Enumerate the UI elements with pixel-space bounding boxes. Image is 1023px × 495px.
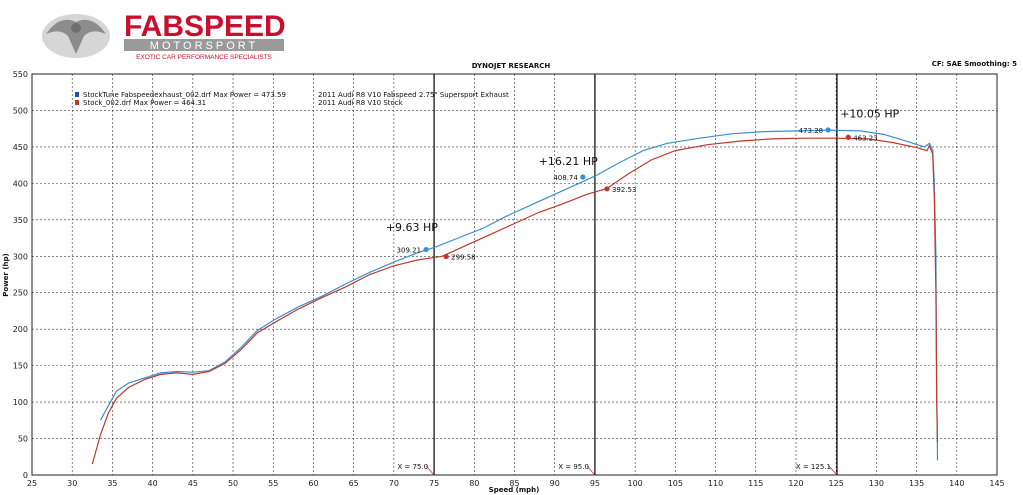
y-axis-label: Power (hp) [2, 253, 10, 296]
x-tick-label: 90 [550, 479, 560, 488]
x-tick-label: 55 [268, 479, 278, 488]
x-tick-label: 105 [668, 479, 683, 488]
x-tick-label: 25 [27, 479, 37, 488]
data-point-label: 473.28 [799, 127, 824, 135]
x-tick-label: 115 [748, 479, 763, 488]
x-tick-label: 100 [627, 479, 642, 488]
legend: StockTune Fabspeedexhaust_002.drf Max Po… [75, 91, 509, 107]
logo-sub: MOTORSPORT [150, 40, 258, 52]
x-tick-label: 35 [107, 479, 117, 488]
cursor-label: X = 125.1 [796, 463, 831, 471]
series-line-2 [91, 137, 939, 465]
y-tick-label: 350 [13, 216, 28, 225]
legend-swatch-1 [75, 92, 79, 97]
plot-frame [31, 73, 998, 476]
data-point-label: 299.58 [451, 254, 476, 262]
legend-desc-1: 2011 Audi R8 V10 Fabspeed 2.75" Superspo… [318, 91, 509, 99]
fabspeed-logo: FABSPEED MOTORSPORT EXOTIC CAR PERFORMAN… [42, 10, 286, 61]
x-tick-label: 120 [788, 479, 803, 488]
data-point-label: 463.23 [853, 134, 878, 142]
data-point-label: 408.74 [553, 174, 578, 182]
hp-gain-label: +9.63 HP [386, 221, 438, 234]
y-tick-label: 150 [13, 362, 28, 371]
y-axis-ticks: 0 50 100 150 200 250 300 350 400 450 500 550 [13, 70, 28, 480]
data-point-marker [845, 134, 851, 140]
cursor-label: X = 95.0 [558, 463, 589, 471]
data-markers: 309.21 299.58 408.74 392.53 473.28 463.23 [397, 127, 878, 262]
series-line-1 [99, 129, 939, 461]
cursor-lines: X = 75.0 X = 95.0 X = 125.1 [397, 74, 838, 476]
y-tick-label: 200 [13, 325, 28, 334]
hp-gain-label: +16.21 HP [539, 155, 598, 168]
cursor-label: X = 75.0 [397, 463, 428, 471]
data-point-marker [825, 127, 831, 133]
logo-tagline: EXOTIC CAR PERFORMANCE SPECIALISTS [136, 54, 272, 61]
y-tick-label: 300 [13, 252, 28, 261]
y-tick-label: 550 [13, 70, 28, 79]
data-point-marker [580, 174, 586, 180]
y-tick-label: 250 [13, 289, 28, 298]
legend-file-2: Stock_002.drf Max Power = 464.31 [83, 99, 206, 107]
y-tick-label: 400 [13, 179, 28, 188]
x-tick-label: 125 [829, 479, 844, 488]
x-tick-label: 65 [349, 479, 359, 488]
logo-brand: FABSPEED [124, 10, 286, 43]
y-tick-label: 450 [13, 143, 28, 152]
data-point-marker [604, 186, 610, 192]
x-tick-label: 110 [708, 479, 723, 488]
data-point-label: 392.53 [612, 186, 637, 194]
x-tick-label: 80 [469, 479, 479, 488]
x-tick-label: 135 [909, 479, 924, 488]
x-axis-label: Speed (mph) [489, 486, 540, 494]
x-tick-label: 85 [509, 479, 519, 488]
hp-gain-annotations: +9.63 HP +16.21 HP +10.05 HP [386, 108, 900, 234]
y-tick-label: 100 [13, 398, 28, 407]
cursor-pointer [425, 465, 435, 476]
x-tick-label: 75 [429, 479, 439, 488]
y-tick-label: 0 [23, 471, 28, 480]
data-point-marker [443, 253, 449, 260]
legend-file-1: StockTune Fabspeedexhaust_002.drf Max Po… [83, 91, 286, 99]
x-tick-label: 70 [389, 479, 399, 488]
x-tick-label: 45 [188, 479, 198, 488]
x-tick-label: 145 [989, 479, 1004, 488]
y-tick-label: 500 [13, 106, 28, 115]
x-tick-label: 140 [949, 479, 964, 488]
y-tick-label: 50 [18, 435, 28, 444]
x-tick-label: 30 [67, 479, 77, 488]
legend-swatch-2 [75, 100, 79, 105]
data-point-marker [423, 246, 429, 253]
series-lines [91, 129, 939, 465]
cursor-pointer [586, 465, 596, 476]
chart-header-center: DYNOJET RESEARCH [472, 62, 551, 70]
cursor-pointer [828, 465, 838, 476]
data-point-label: 309.21 [397, 247, 422, 255]
chart-header-right: CF: SAE Smoothing: 5 [932, 60, 1017, 68]
x-tick-label: 130 [869, 479, 884, 488]
hp-gain-label: +10.05 HP [840, 108, 899, 121]
x-tick-label: 50 [228, 479, 238, 488]
x-tick-label: 60 [308, 479, 318, 488]
eagle-logo-icon [42, 14, 110, 58]
legend-desc-2: 2011 Audi R8 V10 Stock [318, 99, 404, 107]
x-tick-label: 95 [590, 479, 600, 488]
x-axis-ticks: 25 30 35 40 45 50 55 60 65 70 75 80 85 90 95 100 105 110 1… [27, 479, 1005, 488]
x-tick-label: 40 [148, 479, 158, 488]
